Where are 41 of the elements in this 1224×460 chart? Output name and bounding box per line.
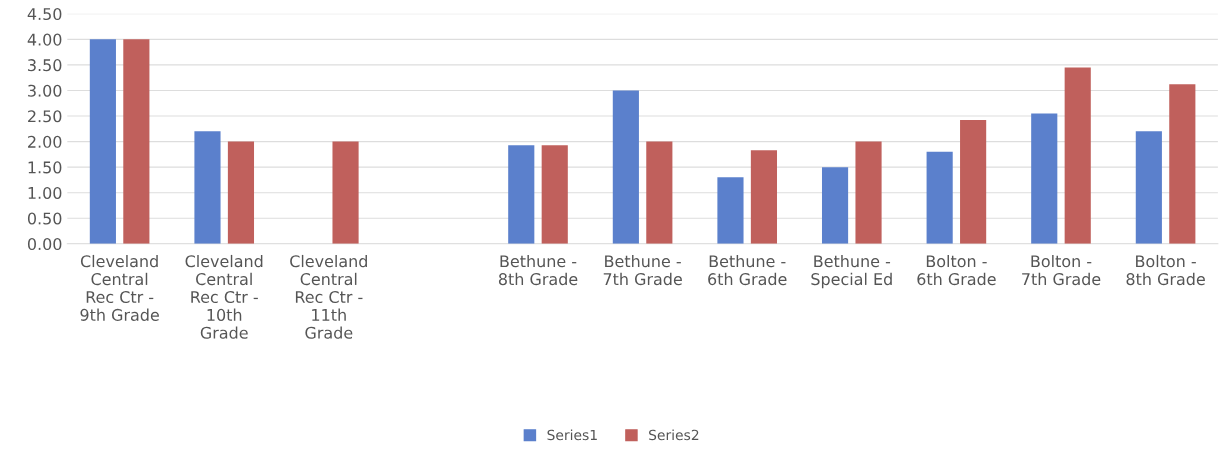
y-tick-label: 0.50: [27, 212, 62, 225]
bar: [646, 141, 673, 244]
bar: [1031, 113, 1058, 244]
y-tick-label: 3.00: [28, 84, 62, 97]
y-tick-label: 2.50: [28, 110, 62, 123]
bar: [960, 120, 987, 244]
x-tick-label: Bethune - 7th Grade: [603, 254, 682, 286]
bar: [821, 167, 849, 244]
bar: [123, 39, 150, 244]
bar: [855, 141, 882, 244]
bar: [227, 141, 255, 244]
y-tick-label: 4.50: [27, 8, 62, 21]
bar: [89, 39, 116, 244]
bar: [717, 177, 744, 244]
y-tick-label: 2.00: [28, 135, 62, 148]
x-tick-label: Bolton - 6th Grade: [917, 254, 996, 286]
x-tick-label: Bolton - 8th Grade: [1126, 254, 1205, 286]
bar: [612, 90, 639, 244]
y-tick-label: 1.50: [28, 161, 62, 174]
y-tick-label: 4.00: [27, 33, 62, 46]
legend-label: Series1: [547, 429, 597, 441]
bar: [332, 141, 359, 244]
x-tick-label: Cleveland Central Rec Ctr - 10th Grade: [185, 254, 263, 339]
bar: [1064, 67, 1091, 244]
x-tick-label: Cleveland Central Rec Ctr - 9th Grade: [80, 254, 159, 321]
bar: [926, 151, 953, 244]
y-tick-label: 3.50: [28, 59, 62, 72]
y-tick-label: 0.00: [27, 238, 62, 251]
legend-label: Series2: [649, 429, 699, 441]
x-tick-label: Bethune - 8th Grade: [498, 254, 578, 286]
bar: [1135, 131, 1162, 244]
x-tick-label: Bethune - Special Ed: [811, 254, 892, 289]
x-tick-label: Bolton - 7th Grade: [1022, 254, 1101, 286]
x-tick-label: Cleveland Central Rec Ctr - 11th Grade: [290, 254, 367, 339]
bar: [508, 145, 535, 244]
bar: [541, 145, 568, 244]
bar: [1169, 84, 1196, 244]
y-tick-label: 1.00: [28, 186, 62, 199]
bar: [194, 131, 221, 244]
x-tick-label: Bethune - 6th Grade: [708, 254, 787, 286]
bar: [750, 150, 778, 244]
